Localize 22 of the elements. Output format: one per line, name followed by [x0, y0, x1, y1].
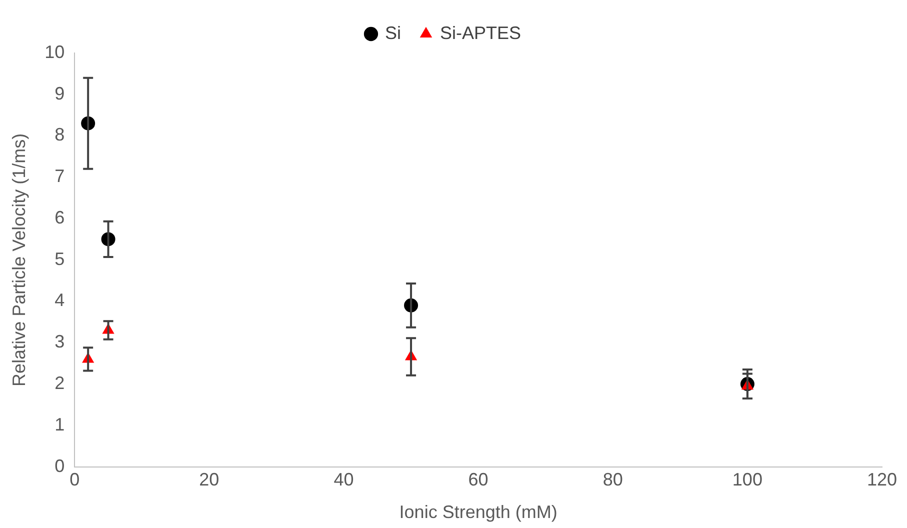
- x-tick-label: 120: [866, 470, 898, 490]
- y-tick-label: 0: [54, 456, 65, 476]
- x-tick-label: 80: [602, 470, 623, 490]
- legend-label: Si: [384, 22, 402, 43]
- y-tick-label: 1: [54, 414, 65, 434]
- y-tick-label: 7: [54, 166, 65, 186]
- x-tick-label: 60: [468, 470, 488, 490]
- x-tick-label: 20: [199, 470, 220, 490]
- x-tick-label: 0: [70, 470, 80, 490]
- x-tick-label: 100: [732, 470, 762, 490]
- y-tick-label: 4: [54, 290, 65, 310]
- x-tick-label: 40: [334, 470, 354, 490]
- y-tick-label: 8: [54, 124, 65, 145]
- x-axis-title: Ionic Strength (mM): [399, 502, 558, 522]
- y-tick-label: 5: [54, 248, 65, 269]
- y-tick-label: 2: [54, 373, 65, 394]
- y-tick-label: 6: [54, 207, 65, 228]
- y-axis-title: Relative Particle Velocity (1/ms): [8, 133, 29, 386]
- y-tick-label: 3: [54, 332, 65, 352]
- y-tick-label: 9: [54, 83, 65, 104]
- y-tick-label: 10: [44, 42, 65, 62]
- legend-label: Si-APTES: [440, 22, 522, 43]
